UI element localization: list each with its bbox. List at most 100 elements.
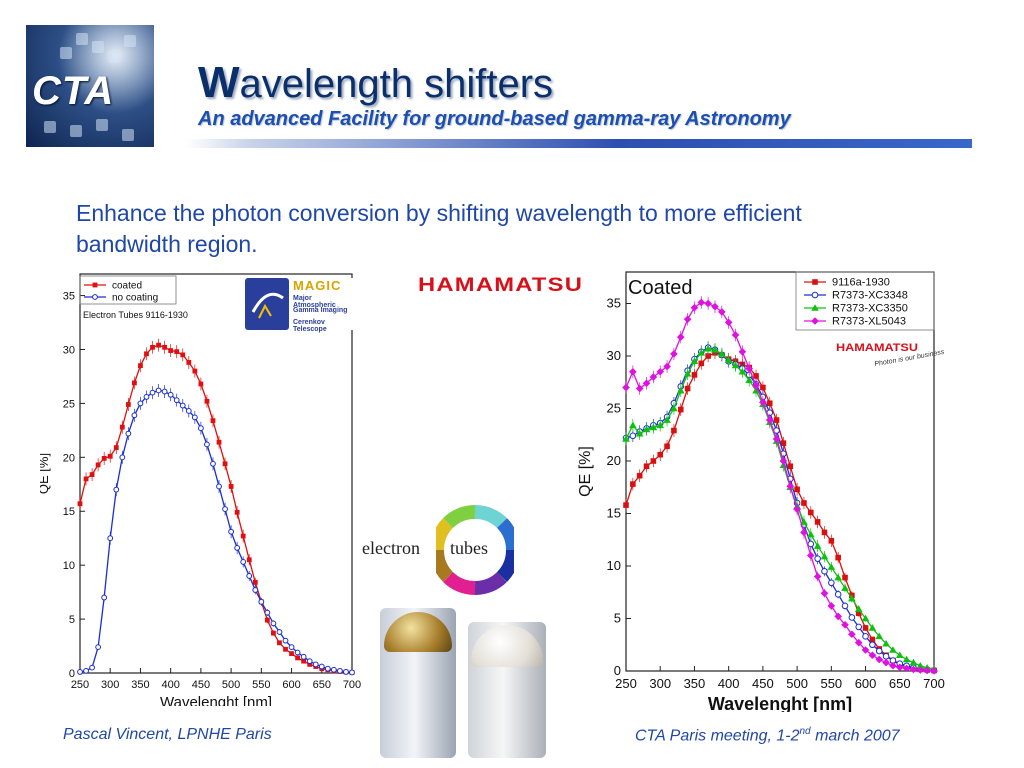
data-point — [916, 661, 925, 669]
data-point — [854, 605, 863, 612]
data-point — [697, 349, 706, 356]
data-point — [295, 655, 300, 661]
magic-line-1: Major Atmospheric — [293, 295, 336, 309]
data-point — [801, 500, 807, 506]
data-point — [228, 528, 235, 535]
y-tick-label: 20 — [63, 452, 75, 464]
data-point — [923, 666, 931, 675]
data-point — [671, 427, 677, 434]
series-line — [625, 346, 935, 672]
x-tick-label: 450 — [752, 676, 774, 691]
data-point — [270, 620, 277, 627]
data-point — [807, 551, 815, 560]
data-point — [828, 538, 835, 544]
legend-box — [79, 275, 177, 305]
y-tick-label: 30 — [63, 344, 75, 356]
x-tick-label: 650 — [889, 676, 911, 691]
data-point — [635, 384, 644, 393]
data-point — [650, 458, 657, 464]
data-point — [629, 432, 637, 440]
data-point — [107, 453, 113, 459]
data-point — [848, 614, 856, 621]
x-tick-label: 500 — [786, 676, 808, 691]
x-tick-label: 250 — [71, 679, 89, 691]
data-point — [705, 353, 711, 359]
data-point — [137, 400, 144, 407]
footer-meeting-date: march 2007 — [810, 727, 900, 745]
data-point — [807, 540, 815, 548]
data-point — [704, 299, 712, 308]
legend-label: no coating — [112, 293, 158, 304]
legend-marker — [92, 282, 98, 288]
legend-marker — [811, 291, 819, 299]
plot-frame — [79, 273, 353, 674]
data-point — [216, 439, 222, 445]
data-point — [842, 574, 848, 581]
data-point — [828, 579, 835, 587]
data-point — [89, 664, 95, 671]
data-point — [718, 350, 726, 357]
data-point — [745, 364, 753, 373]
legend-marker — [812, 279, 818, 285]
data-point — [902, 664, 911, 673]
data-point — [738, 367, 747, 375]
footer-meeting-text: CTA Paris meeting, 1-2 — [635, 727, 800, 745]
data-point — [800, 518, 808, 525]
x-axis-label: Wavelenght [nm] — [160, 694, 272, 706]
data-point — [307, 661, 313, 667]
data-point — [902, 655, 911, 663]
data-point — [125, 430, 132, 437]
x-tick-label: 600 — [855, 676, 877, 691]
data-point — [300, 653, 307, 660]
data-point — [234, 545, 241, 551]
series-r7373-xc3348 — [622, 341, 938, 674]
data-point — [676, 333, 685, 341]
data-point — [623, 502, 629, 508]
series-line — [79, 389, 353, 674]
data-point — [119, 454, 126, 461]
data-point — [930, 666, 938, 675]
data-point — [670, 350, 678, 358]
data-point — [204, 441, 210, 448]
data-point — [210, 460, 216, 467]
data-point — [889, 646, 897, 653]
y-axis-label: QE [%] — [578, 446, 594, 497]
photocathode-dome — [384, 612, 452, 652]
photocathode-dome — [471, 625, 543, 667]
x-tick-label: 550 — [252, 679, 270, 691]
data-point — [156, 342, 161, 348]
logo-mirror-facet — [124, 35, 136, 47]
logo-mirror-facet — [96, 119, 108, 131]
y-tick-label: 10 — [63, 560, 75, 572]
data-point — [690, 357, 699, 365]
data-point — [198, 381, 204, 387]
hamamatsu-logo-small: HAMAMATSU — [836, 342, 918, 354]
data-point — [173, 397, 180, 404]
data-point — [252, 587, 259, 593]
y-tick-label: 10 — [607, 558, 621, 573]
data-point — [271, 630, 276, 636]
data-point — [882, 653, 890, 660]
x-tick-label: 300 — [649, 676, 671, 691]
series-line — [625, 352, 935, 672]
chart-hamamatsu-coated-qe: 250 300 350 400 450 500 550 600 650 700 0 5 10 15 20 25… — [578, 268, 948, 712]
x-tick-label: 550 — [820, 676, 842, 691]
data-point — [228, 484, 234, 489]
data-point — [234, 509, 240, 515]
data-point — [834, 612, 842, 621]
data-point — [210, 418, 216, 424]
data-point — [663, 362, 671, 371]
data-point — [306, 658, 313, 665]
data-point — [875, 647, 883, 655]
data-point — [697, 298, 706, 307]
data-point — [875, 632, 884, 640]
data-point — [882, 658, 890, 667]
data-point — [125, 402, 131, 407]
data-point — [718, 308, 726, 316]
data-point — [724, 356, 733, 363]
data-point — [289, 651, 294, 656]
data-point — [283, 646, 288, 652]
page-subtitle: An advanced Facility for ground-based ga… — [198, 108, 791, 130]
data-point — [807, 530, 815, 538]
data-point — [787, 463, 794, 470]
